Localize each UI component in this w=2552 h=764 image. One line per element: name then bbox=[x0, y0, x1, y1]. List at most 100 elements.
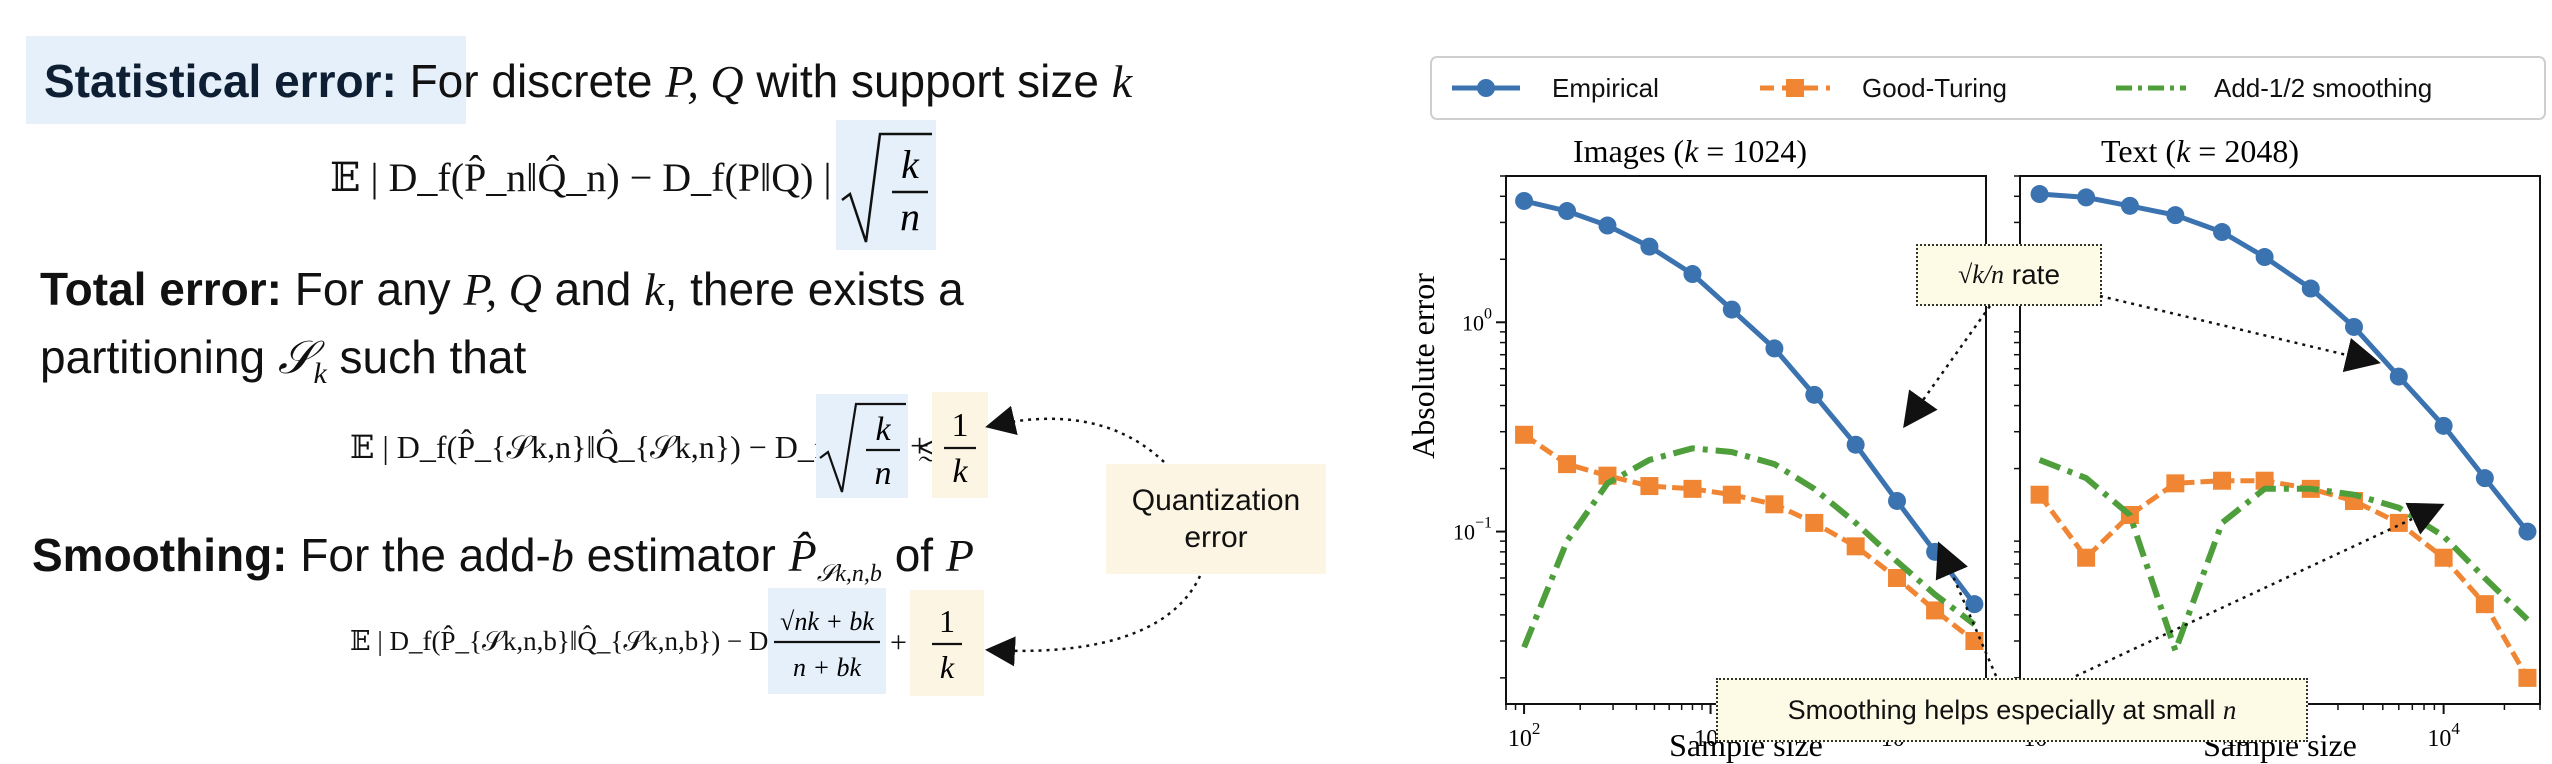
total-line2b: such that bbox=[339, 331, 527, 383]
rate-callout: √k/n rate bbox=[1916, 244, 2102, 306]
legend-good-turing-label: Good-Turing bbox=[1862, 73, 2007, 103]
point-good-turing bbox=[1846, 537, 1865, 556]
smoothing-term1-den: n + bk bbox=[793, 653, 862, 682]
smoothing-text3: of bbox=[894, 529, 934, 581]
point-empirical bbox=[2434, 416, 2453, 435]
statistical-heading-highlight bbox=[26, 36, 466, 124]
smoothing-heading: Smoothing: bbox=[32, 529, 288, 581]
legend-add-half-label: Add-1/2 smoothing bbox=[2214, 73, 2432, 103]
total-line2a: partitioning bbox=[40, 331, 266, 383]
point-empirical bbox=[2255, 248, 2274, 267]
total-text1: For any bbox=[294, 263, 451, 315]
point-empirical bbox=[1846, 435, 1865, 454]
total-text3: , there exists a bbox=[664, 263, 964, 315]
smoothing-text1: For the add- bbox=[300, 529, 551, 581]
point-good-turing bbox=[2434, 548, 2453, 567]
total-term1-den: n bbox=[875, 455, 892, 492]
point-empirical bbox=[2518, 522, 2537, 541]
chart-area: Absolute error Images (k = 1024) Sample … bbox=[1405, 133, 2541, 763]
legend-empirical-label: Empirical bbox=[1552, 73, 1659, 103]
legend: Empirical Good-Turing Add-1/2 smoothing bbox=[1430, 56, 2546, 120]
series-line-add-half bbox=[1521, 445, 1977, 649]
point-good-turing bbox=[1888, 568, 1907, 587]
statistical-lhs: 𝔼 | D_f(P̂_n‖Q̂_n) − D_f(P‖Q) | ≲ bbox=[330, 155, 875, 200]
statistical-sqrt: k n bbox=[841, 132, 932, 243]
point-empirical bbox=[2301, 279, 2320, 298]
statistical-rhs-highlight bbox=[836, 120, 936, 250]
smoothing-line: Smoothing: For the add-b estimator P̂𝒮k,… bbox=[32, 528, 974, 588]
point-good-turing bbox=[2389, 513, 2408, 532]
quantization-error-box: Quantization error bbox=[1106, 464, 1326, 574]
smoothing-fraction-1-over-k: 1 k bbox=[932, 603, 962, 685]
statistical-rhs-num: k bbox=[901, 142, 920, 187]
smoothing-arrow-right bbox=[2075, 502, 2445, 678]
rate-arrow-right bbox=[2099, 294, 2381, 373]
point-good-turing bbox=[2030, 485, 2049, 504]
y-axis-label: Absolute error bbox=[1405, 273, 1441, 459]
panel-text: Text (k = 2048) Sample size 102103104 bbox=[2014, 133, 2541, 763]
point-empirical bbox=[1765, 339, 1784, 358]
point-empirical bbox=[2475, 469, 2494, 488]
point-good-turing bbox=[1965, 631, 1984, 650]
statistical-rhs-den: n bbox=[900, 194, 920, 239]
smoothing-callout-math: n bbox=[2222, 694, 2237, 725]
total-line1: Total error: For any P, Q and k, there e… bbox=[40, 262, 964, 316]
legend-empirical: Empirical bbox=[1452, 73, 1659, 103]
point-empirical bbox=[2213, 223, 2232, 242]
legend-add-half: Add-1/2 smoothing bbox=[2116, 73, 2432, 103]
smoothing-plus: + bbox=[890, 626, 907, 659]
total-fraction-1-over-k: 1 k bbox=[944, 407, 976, 490]
point-empirical bbox=[1515, 191, 1534, 210]
smoothing-arrow-left bbox=[1935, 541, 1998, 677]
smoothing-math1: b bbox=[550, 530, 574, 581]
total-term1-num: k bbox=[875, 411, 891, 448]
total-line2sub: k bbox=[313, 357, 327, 391]
point-good-turing bbox=[2255, 471, 2274, 490]
smoothing-math3: P bbox=[945, 530, 974, 581]
smoothing-term2-num: 1 bbox=[939, 603, 955, 639]
total-text2: and bbox=[554, 263, 632, 315]
panel-text-title: Text (k = 2048) bbox=[2101, 133, 2299, 169]
point-good-turing bbox=[1926, 601, 1945, 620]
point-empirical bbox=[2077, 188, 2096, 207]
statistical-text2: with support size bbox=[756, 55, 1099, 107]
smoothing-term2-den: k bbox=[940, 649, 955, 685]
total-sqrt: k n bbox=[819, 402, 906, 493]
point-good-turing bbox=[2166, 474, 2185, 493]
statistical-text1: For discrete bbox=[409, 55, 653, 107]
smoothing-estimator: P̂ bbox=[788, 530, 817, 581]
total-line2math: 𝒮 bbox=[277, 332, 314, 383]
statistical-math1: P, Q bbox=[665, 56, 744, 107]
arrow-to-smoothing-quantization bbox=[985, 575, 1202, 667]
total-line2: partitioning 𝒮k such that bbox=[40, 330, 526, 391]
series-line-add-half bbox=[2038, 457, 2530, 654]
point-good-turing bbox=[2077, 548, 2096, 567]
statistical-math2: k bbox=[1111, 56, 1133, 107]
smoothing-term1-num: √nk + bk bbox=[780, 607, 874, 636]
total-plus: + bbox=[910, 428, 930, 465]
point-empirical bbox=[2120, 196, 2139, 215]
arrow-to-total-quantization bbox=[985, 405, 1165, 463]
point-good-turing bbox=[1805, 513, 1824, 532]
point-empirical bbox=[1888, 491, 1907, 510]
quantization-error-label: Quantization error bbox=[1131, 483, 1301, 555]
point-good-turing bbox=[1722, 485, 1741, 504]
smoothing-estimator-sub: 𝒮k,n,b bbox=[816, 561, 882, 588]
point-good-turing bbox=[1765, 495, 1784, 514]
point-empirical bbox=[1683, 265, 1702, 284]
point-good-turing bbox=[2518, 668, 2537, 687]
point-good-turing bbox=[2475, 595, 2494, 614]
total-term2-den: k bbox=[952, 453, 968, 490]
point-empirical bbox=[2166, 206, 2185, 225]
point-empirical bbox=[1640, 237, 1659, 256]
statistical-line: Statistical error: For discrete P, Q wit… bbox=[44, 54, 1132, 108]
statistical-equation-lhs: 𝔼 | D_f(P̂_n‖Q̂_n) − D_f(P‖Q) | ≲ bbox=[330, 154, 875, 201]
total-heading: Total error: bbox=[40, 263, 282, 315]
point-empirical bbox=[1805, 385, 1824, 404]
point-good-turing bbox=[1515, 425, 1534, 444]
smoothing-fraction-1: √nk + bk n + bk bbox=[774, 607, 880, 682]
panel-images-title: Images (k = 1024) bbox=[1573, 133, 1807, 169]
total-math2: k bbox=[644, 264, 665, 315]
